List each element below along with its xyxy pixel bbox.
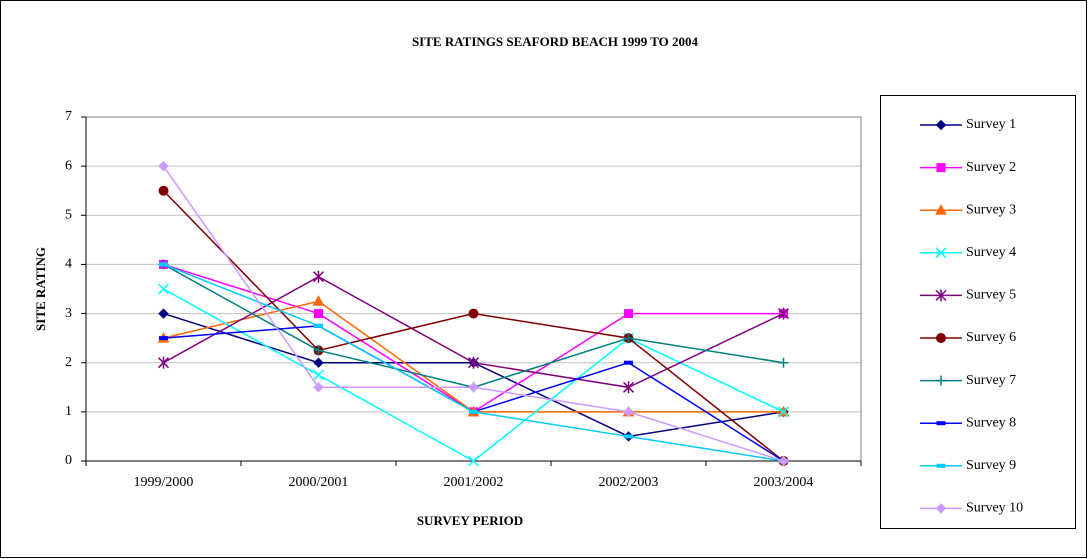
marker: [157, 283, 170, 295]
y-tick-label: 2: [65, 355, 72, 370]
legend-box: [880, 95, 1076, 529]
legend-label: Survey 2: [966, 160, 1016, 175]
marker: [467, 455, 480, 467]
x-tick-label: 1999/2000: [134, 475, 194, 490]
x-axis-title: SURVEY PERIOD: [417, 513, 523, 528]
legend-label: Survey 3: [966, 202, 1016, 217]
x-tick-label: 2003/2004: [754, 475, 814, 490]
marker: [314, 309, 323, 319]
marker: [622, 381, 635, 394]
legend-label: Survey 7: [966, 373, 1016, 388]
marker: [624, 309, 633, 319]
legend-marker: [935, 503, 947, 514]
x-tick-label: 2001/2002: [444, 475, 504, 490]
y-tick-label: 6: [65, 158, 72, 173]
legend-label: Survey 9: [966, 458, 1016, 473]
legend-marker: [936, 333, 946, 343]
marker: [623, 406, 634, 418]
marker: [777, 406, 790, 418]
marker: [468, 308, 479, 319]
legend-marker: [936, 163, 946, 173]
marker: [158, 160, 169, 172]
legend-marker: [935, 204, 947, 215]
marker: [313, 382, 324, 393]
y-tick-label: 4: [65, 257, 72, 272]
marker: [312, 270, 325, 283]
y-tick-label: 5: [65, 208, 72, 223]
marker: [778, 357, 789, 368]
legend-marker: [936, 463, 946, 468]
legend-label: Survey 1: [966, 117, 1016, 132]
marker: [313, 345, 324, 356]
y-axis-title: SITE RATING: [33, 247, 48, 331]
marker: [314, 323, 323, 328]
marker: [159, 262, 168, 267]
chart-title: SITE RATINGS SEAFORD BEACH 1999 TO 2004: [412, 34, 699, 49]
legend-marker: [935, 289, 947, 302]
marker: [158, 185, 169, 196]
marker: [158, 308, 169, 319]
legend-label: Survey 8: [966, 415, 1016, 430]
legend-label: Survey 4: [966, 245, 1016, 260]
y-tick-label: 1: [65, 404, 72, 419]
marker: [313, 357, 324, 368]
marker: [624, 434, 633, 439]
marker: [468, 382, 479, 393]
y-tick-label: 7: [65, 109, 72, 124]
marker: [624, 360, 633, 365]
marker: [777, 307, 790, 320]
marker: [312, 295, 325, 306]
legend-marker: [936, 421, 946, 426]
marker: [157, 356, 170, 369]
y-tick-label: 3: [65, 306, 72, 321]
marker: [467, 356, 480, 369]
legend-marker: [936, 375, 946, 386]
marker: [469, 409, 478, 414]
legend-label: Survey 10: [966, 501, 1023, 516]
marker: [623, 333, 634, 344]
legend-label: Survey 5: [966, 288, 1016, 303]
marker: [312, 369, 325, 381]
marker: [159, 336, 168, 341]
x-tick-label: 2002/2003: [599, 475, 659, 490]
marker: [778, 455, 789, 467]
legend-marker: [935, 119, 947, 131]
legend-label: Survey 6: [966, 330, 1016, 345]
x-tick-label: 2000/2001: [289, 475, 349, 490]
y-tick-label: 0: [65, 453, 72, 468]
legend-marker: [935, 247, 947, 259]
